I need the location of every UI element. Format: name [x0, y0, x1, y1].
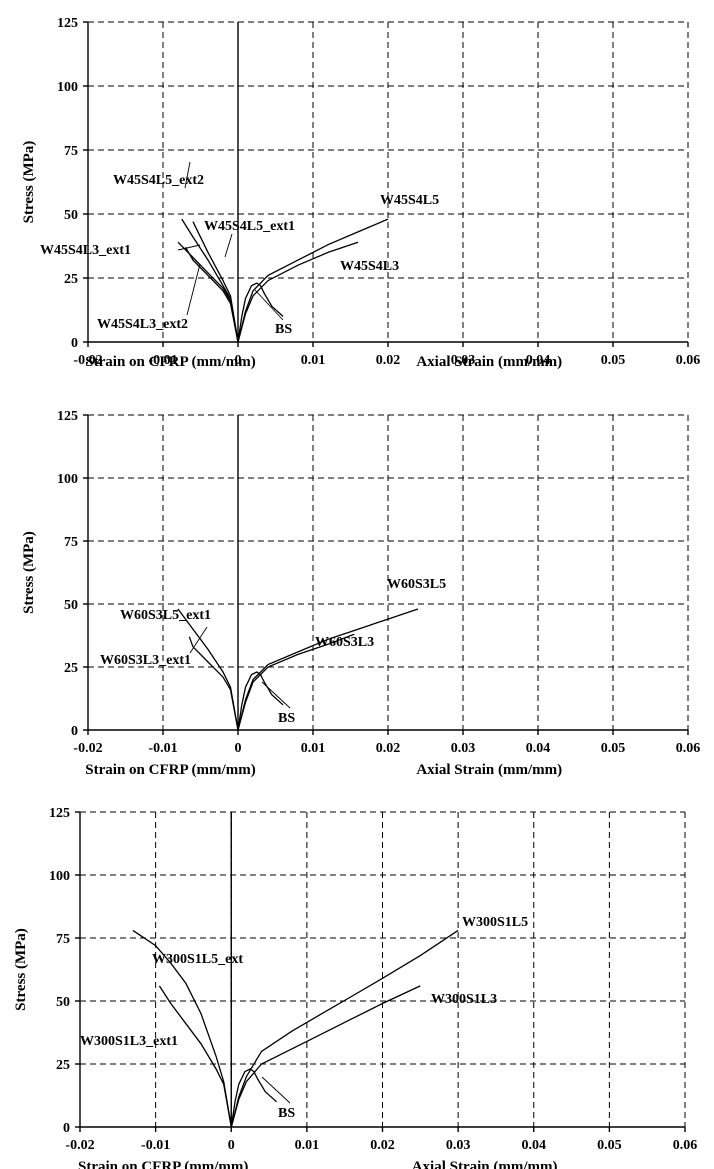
y-tick-label: 25 — [56, 1058, 70, 1073]
x-tick-label: 0.04 — [526, 353, 551, 368]
curve-label-w60s3l3-ext1: W60S3L3_ext1 — [100, 653, 191, 668]
y-tick-label: 125 — [57, 16, 78, 31]
curve-label-w45s4l5: W45S4L5 — [380, 193, 439, 208]
x-tick-label: -0.01 — [141, 1138, 170, 1153]
y-tick-label: 25 — [64, 661, 78, 676]
x-tick-label: 0.02 — [376, 741, 401, 756]
curve-label-w45s4l3: W45S4L3 — [340, 259, 399, 274]
x-tick-label: 0.04 — [526, 741, 551, 756]
label-leader-line — [224, 233, 233, 258]
series-w45s4l5-ext1 — [181, 218, 239, 343]
label-leader-line — [254, 289, 284, 321]
label-leader-line — [261, 681, 291, 709]
chart-panel-2: 0 25 50 75 100 125 -0.02 -0.01 0 0.01 0.02 0.03 0.04… — [21, 409, 700, 778]
x-axis-title-cfrp: Strain on CFRP (mm/mm) — [85, 354, 255, 370]
curve-label-bs: BS — [275, 322, 292, 337]
y-tick-label: 75 — [64, 535, 78, 550]
x-tick-label: 0 — [235, 741, 242, 756]
series-w300s1l5-ext — [132, 929, 232, 1128]
x-tick-label: 0.03 — [451, 741, 476, 756]
series-w60s3l5 — [237, 608, 419, 731]
x-tick-label: -0.02 — [65, 1138, 94, 1153]
series-w60s3l3-ext1 — [188, 636, 239, 731]
label-leader-line — [186, 263, 201, 316]
y-tick-label: 0 — [71, 336, 78, 351]
series-bs — [237, 671, 284, 731]
series-bs — [237, 282, 284, 343]
series-w300s1l3-ext1 — [158, 985, 232, 1128]
y-tick-label: 75 — [64, 144, 78, 159]
curve-label-w60s3l3: W60S3L3 — [315, 635, 374, 650]
chart-panel-1: 0 25 50 75 100 125 -0.02 -0.01 0 0.01 0.02 0.03 0.04… — [21, 16, 700, 370]
x-tick-label: -0.01 — [148, 353, 177, 368]
series-w45s4l5-ext2 — [192, 221, 239, 343]
x-tick-label: 0.05 — [601, 741, 626, 756]
y-tick-label: 100 — [57, 80, 78, 95]
y-axis-title: Stress (MPa) — [21, 531, 37, 614]
y-tick-label: 50 — [56, 995, 70, 1010]
x-axis-title-axial: Axial Strain (mm/mm) — [416, 354, 562, 370]
y-tick-label: 0 — [63, 1121, 70, 1136]
y-tick-label: 25 — [64, 272, 78, 287]
curve-label-w60s3l5: W60S3L5 — [387, 577, 446, 592]
x-tick-label: 0.02 — [376, 353, 401, 368]
x-tick-label: -0.02 — [73, 741, 102, 756]
label-leader-line — [177, 244, 201, 251]
curve-label-bs: BS — [278, 1106, 295, 1121]
x-tick-label: 0.01 — [301, 353, 326, 368]
curve-label-w45s4l5-ext1: W45S4L5_ext1 — [204, 219, 295, 234]
x-axis-title-axial: Axial Strain (mm/mm) — [416, 762, 562, 778]
x-tick-label: 0.06 — [676, 741, 701, 756]
x-tick-label: 0 — [235, 353, 242, 368]
y-tick-label: 100 — [57, 472, 78, 487]
series-w60s3l3 — [237, 633, 355, 731]
y-tick-label: 50 — [64, 208, 78, 223]
y-tick-label: 100 — [49, 869, 70, 884]
x-tick-label: 0.06 — [676, 353, 701, 368]
y-axis-title: Stress (MPa) — [13, 928, 29, 1011]
series-w45s4l5 — [237, 218, 389, 343]
curve-label-w45s4l5-ext2: W45S4L5_ext2 — [113, 173, 204, 188]
y-tick-label: 125 — [49, 806, 70, 821]
series-w300s1l5 — [230, 929, 459, 1128]
x-tick-label: -0.02 — [73, 353, 102, 368]
y-tick-label: 0 — [71, 724, 78, 739]
x-tick-label: 0.02 — [370, 1138, 395, 1153]
y-tick-label: 75 — [56, 932, 70, 947]
x-tick-label: 0 — [228, 1138, 235, 1153]
series-w45s4l3-ext2 — [184, 246, 239, 343]
x-tick-label: 0.01 — [301, 741, 326, 756]
curve-label-w300s1l3: W300S1L3 — [431, 992, 497, 1007]
x-tick-label: 0.03 — [451, 353, 476, 368]
x-tick-label: 0.05 — [597, 1138, 622, 1153]
x-tick-label: 0.04 — [522, 1138, 547, 1153]
label-leader-line — [184, 161, 191, 189]
x-axis-title-axial: Axial Strain (mm/mm) — [412, 1159, 558, 1169]
curve-label-w300s1l5-ext: W300S1L5_ext — [152, 952, 243, 967]
label-leader-line — [189, 626, 208, 654]
curve-label-w60s3l5-ext1: W60S3L5_ext1 — [120, 608, 211, 623]
label-leader-line — [261, 1076, 291, 1104]
curve-label-bs: BS — [278, 711, 295, 726]
x-axis-title-cfrp: Strain on CFRP (mm/mm) — [85, 762, 255, 778]
x-axis-title-cfrp: Strain on CFRP (mm/mm) — [78, 1159, 248, 1169]
y-axis-title: Stress (MPa) — [21, 141, 37, 224]
curve-label-w45s4l3-ext2: W45S4L3_ext2 — [97, 317, 188, 332]
curve-label-w300s1l3-ext1: W300S1L3_ext1 — [80, 1034, 178, 1049]
chart-panel-3: 0 25 50 75 100 125 -0.02 -0.01 0 0.01 0.02 0.03 0.04… — [13, 806, 697, 1169]
x-tick-label: -0.01 — [148, 741, 177, 756]
x-tick-label: 0.06 — [673, 1138, 698, 1153]
x-tick-label: 0.05 — [601, 353, 626, 368]
series-w300s1l3 — [230, 985, 421, 1128]
curve-label-w45s4l3-ext1: W45S4L3_ext1 — [40, 243, 131, 258]
series-w60s3l5-ext1 — [177, 608, 239, 731]
series-w45s4l3 — [237, 241, 359, 343]
x-tick-label: 0.03 — [446, 1138, 471, 1153]
y-tick-label: 125 — [57, 409, 78, 424]
x-tick-label: 0.01 — [295, 1138, 320, 1153]
y-tick-label: 50 — [64, 598, 78, 613]
curve-label-w300s1l5: W300S1L5 — [462, 915, 528, 930]
